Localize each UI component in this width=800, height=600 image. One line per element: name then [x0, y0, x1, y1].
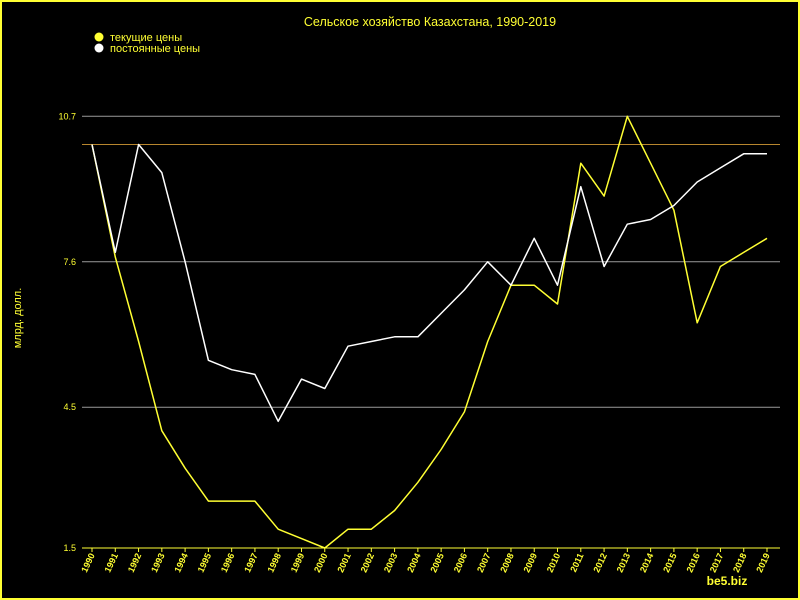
legend-marker-current-prices	[94, 32, 104, 42]
x-tick-label: 2014	[638, 552, 656, 574]
series-line-constant-prices	[91, 143, 767, 423]
x-tick-label: 1992	[126, 552, 144, 574]
x-tick-label: 2005	[428, 552, 446, 574]
series-lines	[91, 115, 768, 549]
x-tick-label: 2009	[522, 552, 540, 574]
x-tick-label: 2004	[405, 552, 423, 574]
legend-label-constant-prices: постоянные цены	[110, 43, 200, 55]
x-tick-label: 1998	[265, 552, 283, 574]
x-axis: 1990 1991 1992 1993 1994 1995 1996 1997 1998 1999…	[79, 547, 780, 574]
x-tick-label: 2018	[731, 552, 749, 574]
y-tick-label: 10.7	[58, 111, 76, 121]
x-tick-label: 2006	[452, 552, 470, 574]
x-tick-label: 2001	[335, 552, 353, 574]
x-tick-label: 2019	[754, 552, 772, 574]
x-tick-label: 1991	[103, 552, 121, 574]
x-tick-label: 2011	[568, 552, 585, 574]
y-axis-label: млрд. долл.	[12, 288, 24, 349]
x-tick-label: 2013	[615, 552, 633, 574]
chart-title: Сельское хозяйство Казахстана, 1990-2019	[304, 15, 556, 29]
x-tick-label: 2015	[661, 552, 679, 574]
legend: текущие цены постоянные цены	[94, 32, 200, 55]
x-tick-label: 1995	[196, 552, 214, 574]
y-tick-label: 7.6	[63, 257, 76, 267]
x-tick-label: 1990	[79, 552, 97, 574]
x-tick-label: 2008	[498, 552, 516, 574]
x-tick-label: 1993	[149, 552, 167, 574]
x-tick-label: 2012	[591, 552, 609, 574]
x-tick-label: 1999	[289, 552, 307, 574]
x-tick-label: 2017	[708, 552, 726, 574]
x-tick-label: 2007	[475, 552, 493, 574]
x-tick-label: 2000	[312, 552, 330, 574]
y-tick-label: 4.5	[63, 402, 76, 412]
x-tick-label: 2016	[684, 552, 702, 574]
x-tick-label: 1994	[172, 552, 190, 574]
x-tick-label: 1997	[242, 552, 260, 574]
legend-label-current-prices: текущие цены	[110, 32, 182, 44]
y-axis-ticks: 1.5 4.5 7.6 10.7	[58, 111, 76, 553]
watermark: be5.biz	[707, 574, 748, 588]
series-line-current-prices	[91, 115, 768, 549]
x-tick-label: 2003	[382, 552, 400, 574]
legend-marker-constant-prices	[94, 43, 104, 53]
x-tick-label: 2002	[359, 552, 377, 574]
y-tick-label: 1.5	[63, 543, 76, 553]
gridlines	[82, 115, 780, 549]
x-tick-label: 2010	[545, 552, 563, 574]
x-tick-label: 1996	[219, 552, 237, 574]
